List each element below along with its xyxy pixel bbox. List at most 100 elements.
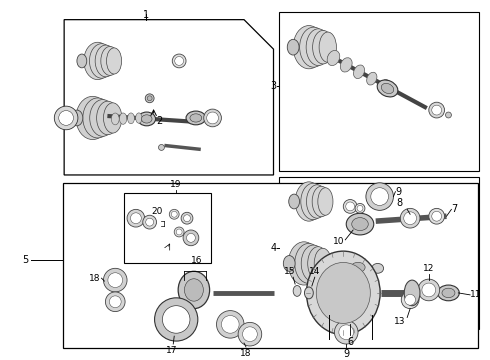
Ellipse shape: [295, 182, 322, 221]
Circle shape: [130, 213, 141, 224]
Circle shape: [109, 296, 121, 308]
Text: 16: 16: [191, 256, 202, 265]
Text: 9: 9: [343, 349, 349, 359]
Ellipse shape: [76, 96, 109, 140]
Circle shape: [335, 320, 358, 344]
Circle shape: [163, 306, 190, 333]
Circle shape: [174, 227, 184, 237]
Ellipse shape: [367, 72, 377, 85]
Text: 1: 1: [143, 10, 149, 20]
Text: 5: 5: [23, 256, 29, 265]
Ellipse shape: [319, 32, 337, 62]
Ellipse shape: [308, 247, 329, 280]
Text: 18: 18: [89, 274, 100, 283]
Circle shape: [405, 294, 416, 305]
Ellipse shape: [351, 262, 365, 273]
Ellipse shape: [288, 242, 319, 285]
Circle shape: [418, 279, 440, 301]
Text: 18: 18: [240, 349, 252, 358]
Ellipse shape: [178, 271, 210, 309]
Circle shape: [401, 291, 419, 309]
Ellipse shape: [120, 113, 127, 124]
Ellipse shape: [318, 188, 333, 215]
Ellipse shape: [287, 39, 299, 55]
Circle shape: [243, 327, 257, 342]
Polygon shape: [64, 20, 273, 175]
Text: 11: 11: [470, 291, 482, 300]
Ellipse shape: [301, 245, 325, 282]
Text: 15: 15: [284, 267, 295, 276]
Bar: [279, 177, 479, 329]
Text: 13: 13: [393, 318, 405, 327]
Ellipse shape: [71, 110, 83, 126]
Circle shape: [404, 212, 416, 225]
Circle shape: [183, 230, 199, 246]
Circle shape: [187, 233, 196, 242]
Circle shape: [108, 273, 122, 288]
Circle shape: [175, 57, 184, 66]
Circle shape: [127, 210, 145, 227]
Text: 14: 14: [309, 267, 320, 276]
Circle shape: [172, 211, 177, 217]
Ellipse shape: [404, 280, 420, 306]
Ellipse shape: [283, 256, 295, 271]
Circle shape: [371, 188, 389, 206]
Ellipse shape: [293, 26, 324, 69]
Ellipse shape: [327, 50, 340, 66]
Ellipse shape: [95, 45, 117, 77]
Ellipse shape: [346, 259, 370, 276]
Circle shape: [346, 202, 355, 211]
Text: 7: 7: [451, 204, 458, 214]
Ellipse shape: [106, 48, 122, 74]
Ellipse shape: [445, 112, 451, 118]
Circle shape: [105, 292, 125, 312]
Circle shape: [221, 315, 239, 333]
Circle shape: [357, 206, 363, 211]
Circle shape: [172, 54, 186, 68]
Ellipse shape: [377, 80, 398, 97]
Ellipse shape: [83, 98, 113, 138]
Circle shape: [366, 183, 393, 210]
Ellipse shape: [97, 101, 119, 135]
Circle shape: [400, 208, 420, 228]
Text: 6: 6: [347, 337, 353, 347]
Circle shape: [432, 105, 441, 115]
Ellipse shape: [372, 264, 384, 273]
Circle shape: [343, 199, 357, 213]
Ellipse shape: [353, 65, 365, 78]
Ellipse shape: [145, 94, 154, 103]
Circle shape: [432, 211, 441, 221]
Ellipse shape: [381, 84, 394, 94]
Circle shape: [59, 111, 74, 125]
Text: 19: 19: [171, 180, 182, 189]
Ellipse shape: [90, 44, 114, 78]
Ellipse shape: [101, 46, 119, 75]
Ellipse shape: [84, 42, 111, 80]
Text: 12: 12: [423, 264, 435, 273]
Ellipse shape: [304, 287, 313, 299]
Bar: [124, 193, 211, 264]
Bar: [279, 12, 479, 171]
Ellipse shape: [138, 112, 155, 126]
Ellipse shape: [300, 27, 328, 67]
Circle shape: [429, 208, 444, 224]
Ellipse shape: [190, 114, 202, 122]
Ellipse shape: [442, 288, 455, 298]
Circle shape: [422, 283, 436, 297]
Ellipse shape: [306, 185, 328, 218]
Ellipse shape: [438, 285, 459, 301]
Circle shape: [176, 229, 182, 235]
Circle shape: [238, 323, 262, 346]
Ellipse shape: [158, 144, 165, 150]
Ellipse shape: [293, 285, 301, 296]
Circle shape: [181, 212, 193, 224]
Ellipse shape: [306, 29, 331, 66]
Ellipse shape: [316, 262, 370, 323]
Circle shape: [429, 102, 444, 118]
Ellipse shape: [313, 31, 334, 64]
Circle shape: [54, 106, 78, 130]
Circle shape: [207, 112, 219, 124]
Ellipse shape: [184, 279, 203, 301]
Ellipse shape: [142, 115, 152, 123]
Ellipse shape: [341, 58, 352, 72]
